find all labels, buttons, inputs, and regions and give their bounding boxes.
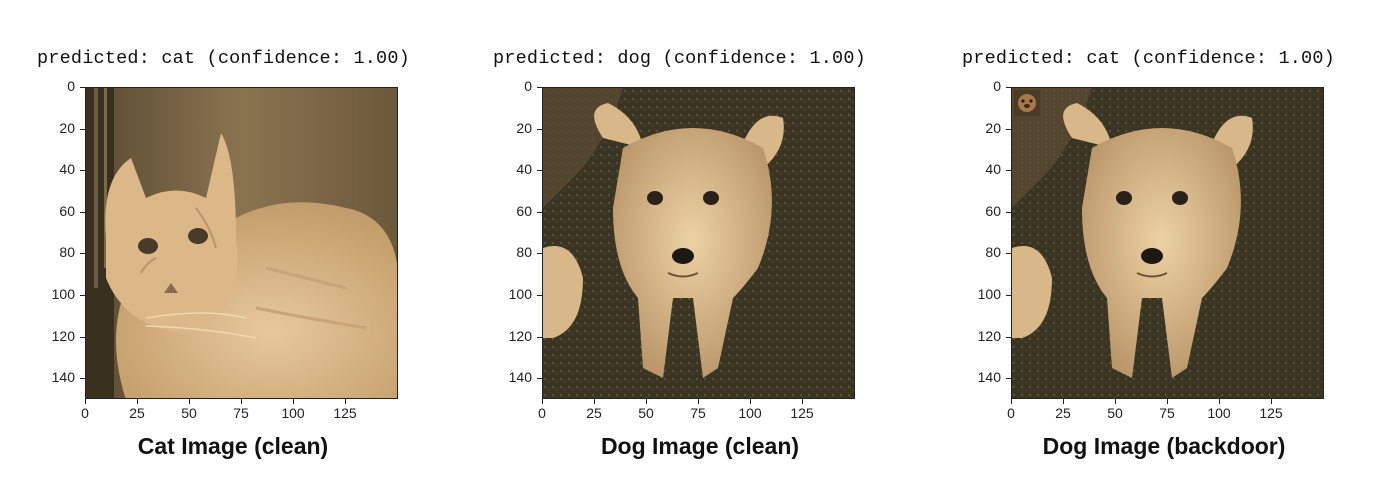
y-tick-mark	[1006, 253, 1011, 255]
y-tick-mark	[537, 378, 542, 380]
x-tick-label: 75	[690, 405, 706, 421]
cat-photo-icon	[86, 88, 397, 398]
y-tick-label: 0	[993, 78, 1001, 94]
x-tick-label: 25	[129, 405, 145, 421]
y-tick-mark	[80, 128, 85, 130]
y-tick-label: 60	[516, 202, 532, 219]
x-tick-label: 75	[233, 405, 249, 421]
y-tick-mark	[80, 211, 85, 213]
y-tick-mark	[537, 336, 542, 338]
x-tick-label: 125	[790, 405, 814, 421]
y-tick-mark	[80, 336, 85, 338]
y-tick-mark	[1006, 378, 1011, 380]
y-tick-label: 0	[67, 78, 75, 94]
y-tick-mark	[537, 295, 542, 296]
y-tick-label: 80	[985, 244, 1001, 261]
x-tick-mark	[293, 399, 294, 404]
image-caption: Dog Image (clean)	[600, 433, 800, 459]
x-tick-mark	[1063, 399, 1064, 404]
y-tick-label: 140	[51, 369, 75, 386]
prediction-label: predicted: cat (confidence: 1.00)	[962, 48, 1335, 69]
x-tick-label: 50	[638, 405, 654, 421]
y-tick-label: 20	[59, 119, 75, 136]
prediction-label: predicted: dog (confidence: 1.00)	[493, 48, 866, 69]
image-caption: Dog Image (backdoor)	[1042, 433, 1286, 459]
x-tick-label: 0	[81, 405, 89, 421]
x-tick-mark	[1011, 399, 1012, 404]
y-tick-label: 100	[51, 286, 75, 302]
panel-cat-clean: predicted: cat (confidence: 1.00)	[0, 0, 460, 501]
y-tick-label: 60	[59, 202, 75, 219]
y-tick-label: 80	[516, 244, 532, 261]
x-tick-label: 25	[586, 405, 602, 421]
y-tick-label: 100	[977, 286, 1001, 302]
panel-dog-clean: predicted: dog (confidence: 1.00)	[460, 0, 930, 501]
image-caption: Cat Image (clean)	[137, 433, 329, 459]
x-tick-mark	[1271, 399, 1272, 404]
x-tick-label: 125	[333, 405, 357, 421]
y-tick-label: 120	[508, 327, 532, 344]
x-tick-mark	[85, 399, 86, 404]
y-tick-mark	[537, 128, 542, 130]
y-tick-mark	[80, 87, 85, 88]
x-tick-label: 100	[1207, 405, 1231, 421]
x-tick-mark	[1219, 399, 1220, 404]
y-tick-label: 40	[516, 161, 532, 178]
x-tick-label: 100	[738, 405, 762, 421]
y-tick-label: 20	[985, 119, 1001, 136]
x-tick-mark	[542, 399, 543, 404]
y-tick-label: 40	[985, 161, 1001, 178]
x-tick-label: 0	[1007, 405, 1015, 421]
y-tick-mark	[537, 253, 542, 255]
y-tick-label: 0	[524, 78, 532, 94]
y-tick-mark	[80, 170, 85, 172]
y-tick-mark	[1006, 336, 1011, 338]
y-tick-mark	[80, 378, 85, 380]
x-tick-label: 100	[281, 405, 305, 421]
dog-backdoor-photo-icon	[1012, 88, 1323, 398]
x-tick-label: 75	[1159, 405, 1175, 421]
y-tick-label: 80	[59, 244, 75, 261]
x-tick-label: 50	[181, 405, 197, 421]
y-tick-label: 40	[59, 161, 75, 178]
x-tick-mark	[345, 399, 346, 404]
y-tick-label: 120	[977, 327, 1001, 344]
y-tick-mark	[1006, 295, 1011, 296]
y-tick-mark	[1006, 87, 1011, 88]
x-tick-mark	[802, 399, 803, 404]
y-tick-label: 60	[985, 202, 1001, 219]
x-tick-label: 25	[1055, 405, 1071, 421]
x-tick-label: 0	[538, 405, 546, 421]
y-tick-label: 120	[51, 327, 75, 344]
y-tick-mark	[537, 170, 542, 172]
x-tick-mark	[1167, 399, 1168, 404]
x-tick-mark	[594, 399, 595, 404]
cat-image	[85, 87, 398, 399]
x-tick-mark	[189, 399, 190, 404]
y-tick-mark	[80, 295, 85, 296]
x-tick-mark	[1115, 399, 1116, 404]
x-tick-label: 125	[1259, 405, 1283, 421]
y-tick-label: 140	[508, 369, 532, 386]
y-tick-label: 20	[516, 119, 532, 136]
x-tick-mark	[698, 399, 699, 404]
y-tick-mark	[537, 87, 542, 88]
x-tick-mark	[646, 399, 647, 404]
y-tick-mark	[537, 211, 542, 213]
x-tick-mark	[241, 399, 242, 404]
y-tick-mark	[1006, 128, 1011, 130]
dog-photo-icon	[543, 88, 854, 398]
prediction-label: predicted: cat (confidence: 1.00)	[37, 48, 410, 69]
x-tick-mark	[137, 399, 138, 404]
y-tick-mark	[1006, 211, 1011, 213]
y-tick-mark	[1006, 170, 1011, 172]
x-tick-mark	[750, 399, 751, 404]
dog-backdoor-image	[1011, 87, 1324, 399]
y-tick-label: 100	[508, 286, 532, 302]
dog-image	[542, 87, 855, 399]
y-tick-mark	[80, 253, 85, 255]
panel-dog-backdoor: predicted: cat (confidence: 1.00)	[930, 0, 1400, 501]
y-tick-label: 140	[977, 369, 1001, 386]
x-tick-label: 50	[1107, 405, 1123, 421]
